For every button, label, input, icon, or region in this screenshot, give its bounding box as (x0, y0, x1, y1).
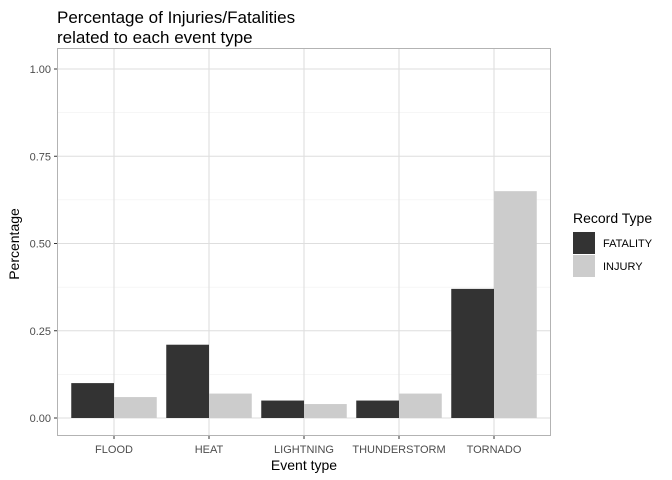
bar-injury-tornado (494, 191, 537, 418)
x-axis-title: Event type (271, 457, 337, 473)
bar-fatality-tornado (451, 288, 494, 418)
x-tick-label: THUNDERSTORM (352, 444, 445, 456)
y-tick-label: 0.00 (30, 413, 51, 425)
x-tick-label: LIGHTNING (274, 444, 334, 456)
bar-fatality-flood (71, 383, 114, 418)
legend-label-injury: INJURY (603, 261, 643, 273)
bar-injury-heat (209, 393, 252, 418)
bar-injury-thunderstorm (399, 393, 442, 418)
x-axis-ticks: FLOOD HEAT LIGHTNING THUNDERSTORM TORNADO (95, 436, 522, 456)
x-tick-label: TORNADO (467, 444, 522, 456)
bar-fatality-lightning (261, 400, 304, 418)
legend-key-injury (573, 255, 595, 277)
legend-title: Record Type (573, 210, 652, 226)
panel-border-rect (57, 48, 551, 436)
y-axis-ticks: 0.00 0.25 0.50 0.75 1.00 (30, 64, 57, 425)
bar-injury-flood (114, 397, 157, 418)
bar-fatality-thunderstorm (356, 400, 399, 418)
legend: Record Type FATALITY INJURY (573, 210, 653, 277)
y-axis-title: Percentage (6, 208, 22, 280)
bar-injury-lightning (304, 404, 347, 418)
chart-title-line-2: related to each event type (57, 28, 253, 47)
chart-title-line-1: Percentage of Injuries/Fatalities (57, 8, 295, 27)
x-tick-label: HEAT (195, 444, 224, 456)
x-tick-label: FLOOD (95, 444, 133, 456)
legend-label-fatality: FATALITY (603, 238, 653, 250)
y-tick-label: 1.00 (30, 64, 51, 76)
y-tick-label: 0.75 (30, 151, 51, 163)
bars (71, 191, 537, 418)
bar-fatality-heat (166, 344, 209, 418)
chart-title: Percentage of Injuries/Fatalities relate… (57, 8, 295, 47)
legend-key-fatality (573, 232, 595, 254)
y-tick-label: 0.25 (30, 326, 51, 338)
y-tick-label: 0.50 (30, 239, 51, 251)
plot-panel-border (57, 48, 551, 436)
